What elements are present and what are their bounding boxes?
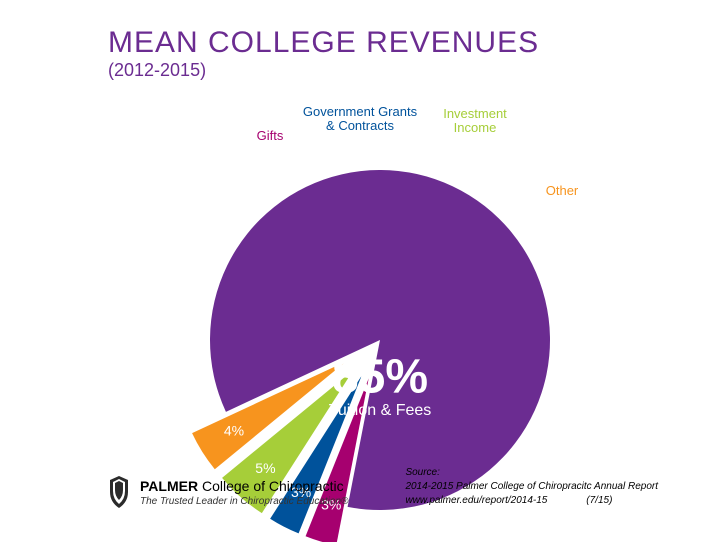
pie-chart: 3%3%5%4%85%Tuition & FeesGiftsGovernment…	[180, 110, 580, 510]
org-tagline: The Trusted Leader in Chiropractic Educa…	[140, 496, 348, 507]
pie-slice-pct-3: 4%	[224, 423, 244, 439]
pie-main-pct: 85%	[332, 351, 428, 404]
chart-title: MEAN COLLEGE REVENUES	[108, 26, 539, 60]
pie-label-3: Other	[546, 183, 579, 198]
source-label: Source:	[405, 466, 658, 480]
pie-label-1: Government Grants& Contracts	[303, 104, 418, 133]
footer-org: PALMER College of Chiropractic The Trust…	[108, 476, 348, 508]
pie-label-0: Gifts	[257, 128, 284, 143]
page-number: (7/15)	[586, 495, 612, 506]
source-line: 2014-2015 Palmer College of Chiropracitc…	[405, 480, 658, 494]
org-name: PALMER College of Chiropractic	[140, 478, 348, 494]
pie-slice-pct-2: 5%	[255, 460, 275, 476]
source-url: www.palmer.edu/report/2014-15	[405, 495, 547, 506]
pie-label-2: InvestmentIncome	[443, 106, 507, 135]
crest-icon	[108, 476, 130, 508]
org-name-rest: College of Chiropractic	[198, 478, 344, 494]
org-name-bold: PALMER	[140, 478, 198, 494]
pie-main-label: Tuition & Fees	[329, 402, 432, 419]
chart-subtitle: (2012-2015)	[108, 60, 206, 81]
footer-source: Source: 2014-2015 Palmer College of Chir…	[405, 466, 658, 508]
